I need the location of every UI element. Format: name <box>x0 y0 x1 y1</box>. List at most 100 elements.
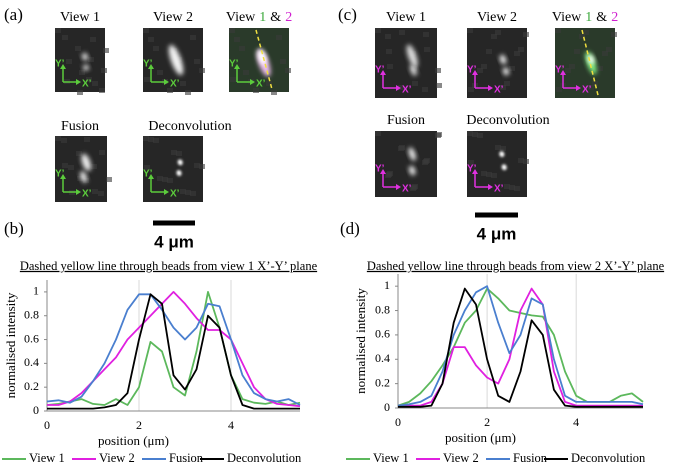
image-noise <box>55 136 61 141</box>
bead <box>81 153 92 171</box>
image-noise <box>569 64 575 69</box>
image-noise <box>597 66 603 71</box>
panel-label: (b) <box>4 219 24 238</box>
image-noise <box>399 30 405 35</box>
image-noise <box>583 30 589 35</box>
image-noise <box>375 28 381 33</box>
title-part: & <box>596 10 607 25</box>
arrow-head <box>488 184 493 190</box>
bead <box>168 44 184 76</box>
y-tick-label: 0 <box>33 403 39 417</box>
image-noise <box>398 85 404 90</box>
image-noise <box>398 146 404 151</box>
image-noise <box>579 34 585 39</box>
image-noise <box>144 165 150 170</box>
image-title: View 1 <box>386 10 426 25</box>
image-noise <box>167 88 173 93</box>
y-tick-label: 0.8 <box>375 302 390 316</box>
arrow-head <box>472 70 478 75</box>
image-noise <box>436 83 442 88</box>
image-noise <box>509 66 515 71</box>
image-noise <box>185 190 191 195</box>
y-tick-label: 0.2 <box>24 379 39 393</box>
image-noise <box>491 173 497 178</box>
image-noise <box>486 172 492 177</box>
image-noise <box>194 163 200 168</box>
image-noise <box>199 164 205 169</box>
image-noise <box>62 163 68 168</box>
image-axis-label: X’ <box>256 79 266 90</box>
image-noise <box>495 30 501 35</box>
image-axis-label: X’ <box>494 184 504 195</box>
image-noise <box>481 64 487 69</box>
image-noise <box>234 37 240 42</box>
image-noise <box>243 70 249 75</box>
image-noise <box>103 48 109 53</box>
image-axis-label: Y’ <box>229 59 239 70</box>
panel-label: (c) <box>338 5 357 24</box>
image-noise <box>481 171 487 176</box>
image-title: Deconvolution <box>466 113 549 128</box>
arrow-head <box>148 174 154 179</box>
image-noise <box>435 68 441 73</box>
image-noise <box>199 68 205 73</box>
image-noise <box>555 28 561 33</box>
image-noise <box>423 32 429 37</box>
image-noise <box>157 70 163 75</box>
series-line <box>46 293 301 406</box>
image-noise <box>523 159 529 164</box>
dashed-profile-line <box>581 29 599 97</box>
y-tick-label: 0.6 <box>375 327 390 341</box>
image-axis-label: X’ <box>402 85 412 96</box>
image-noise <box>88 57 94 62</box>
image-noise <box>75 46 81 51</box>
image-noise <box>412 81 418 86</box>
image-noise <box>61 138 67 143</box>
image-noise <box>171 150 177 155</box>
image-noise <box>176 151 182 156</box>
image-noise <box>375 131 381 136</box>
arrow-head <box>76 79 81 85</box>
title-part: 1 <box>585 10 592 25</box>
arrow-head <box>380 169 386 174</box>
y-tick-label: 0.6 <box>24 331 39 345</box>
scale-bar-label: 4 μm <box>477 224 517 243</box>
bead <box>80 171 88 183</box>
series-line <box>47 291 301 408</box>
microscopy-image: Y’ X’ <box>467 28 529 98</box>
x-tick-label: 0 <box>395 415 401 429</box>
y-tick-label: 0.2 <box>375 375 390 389</box>
microscopy-image: Y’ X’ <box>375 131 442 197</box>
dashed-profile-line <box>255 29 273 91</box>
arrow-head <box>396 184 401 190</box>
microscopy-image: Y’ X’ <box>143 28 205 95</box>
arrow-head <box>250 79 255 85</box>
microscopy-image: Y’ X’ <box>55 28 109 95</box>
arrow-head <box>560 70 566 75</box>
image-noise <box>167 178 173 183</box>
image-noise <box>79 70 85 75</box>
image-noise <box>280 59 286 64</box>
image-noise <box>271 90 277 95</box>
image-noise <box>180 81 186 86</box>
image-title: Fusion <box>387 113 425 128</box>
image-noise <box>92 81 98 86</box>
image-noise <box>491 34 497 39</box>
image-noise <box>422 160 428 165</box>
image-axis-label: Y’ <box>143 169 153 180</box>
image-noise <box>472 132 478 137</box>
series-line <box>398 287 643 408</box>
bead <box>408 147 416 161</box>
image-noise <box>477 68 483 73</box>
title-part: View <box>552 10 582 25</box>
arrow-head <box>396 85 401 91</box>
title-part: 2 <box>611 10 618 25</box>
image-noise <box>387 64 393 69</box>
image-title: Fusion <box>61 119 99 134</box>
legend-label: Fusion <box>513 451 548 465</box>
image-noise <box>90 37 96 42</box>
image-noise <box>602 51 608 56</box>
image-axis-label: X’ <box>582 85 592 96</box>
image-noise <box>143 136 149 141</box>
title-part: 2 <box>285 10 292 25</box>
